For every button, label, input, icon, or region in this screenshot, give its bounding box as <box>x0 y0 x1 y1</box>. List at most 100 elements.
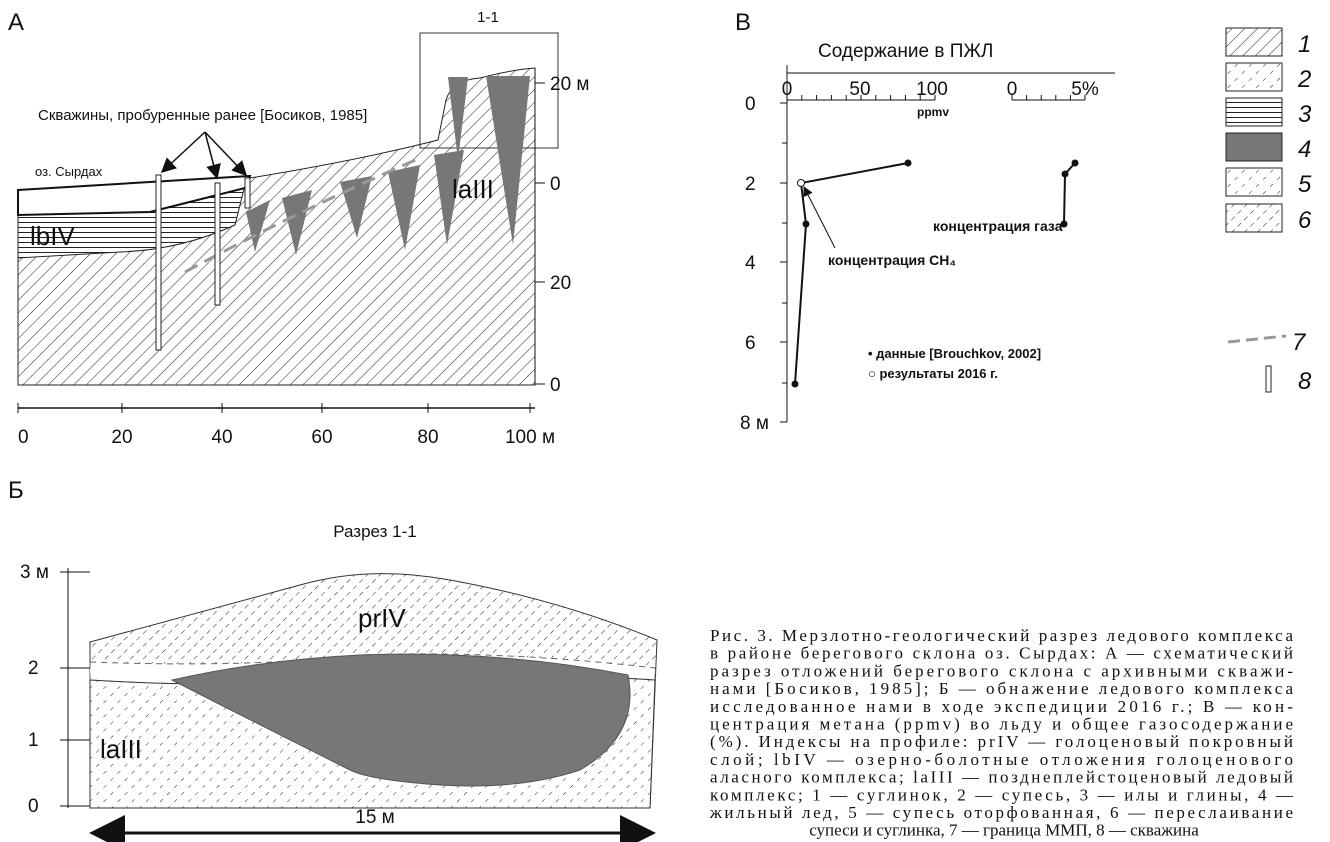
legend-number: 4 <box>1298 136 1311 163</box>
tick-label: 6 <box>745 333 756 354</box>
bottom-axis: 0 20 40 60 80 100 м <box>17 403 555 448</box>
caption-line: центрация метана (ppmv) во льду и общее … <box>710 715 1293 734</box>
borehole <box>214 182 221 306</box>
plot-title: Содержание в ПЖЛ <box>818 41 993 62</box>
caption-line: нами [Босиков, 1985]; Б — обнажение ледо… <box>710 679 1293 698</box>
caption-line: слой; lbIV — озерно-болотные отложения г… <box>710 750 1293 769</box>
caption-line: аласного комплекса; laIII — позднеплейст… <box>710 768 1293 787</box>
tick-label: 40 <box>211 427 232 448</box>
tick-label: 0 <box>18 427 29 448</box>
legend-swatch <box>1227 334 1287 344</box>
ice-wedges <box>246 76 530 255</box>
legend-swatch <box>1225 167 1283 197</box>
borehole <box>155 174 162 351</box>
point <box>791 380 799 388</box>
legend-entry: • данные [Brouchkov, 2002] <box>868 346 1041 361</box>
terrain-loam <box>17 67 536 386</box>
tick-label: 0 <box>745 94 756 115</box>
tick-label: 60 <box>311 427 332 448</box>
tick-label: 20 <box>550 273 571 294</box>
tick-label: 2 <box>745 174 756 195</box>
ice-wedge <box>448 77 468 160</box>
point <box>1071 159 1079 167</box>
legend-swatch <box>1265 365 1272 393</box>
ice-wedge <box>486 76 530 245</box>
arrow <box>204 131 221 180</box>
tick-label: 0 <box>28 796 39 817</box>
tick-label: 3 м <box>20 562 49 583</box>
tick-label: 0 <box>1007 79 1018 100</box>
x-axes: 0 50 100 0 5% <box>782 79 1099 100</box>
tick-label: 5% <box>1071 79 1099 100</box>
point <box>1061 170 1069 178</box>
tick-label: 20 <box>111 427 132 448</box>
y-axis: 0 2 4 6 8 м <box>740 94 787 434</box>
points <box>791 159 1079 388</box>
tick-label: 50 <box>849 79 870 100</box>
borehole <box>244 177 251 209</box>
caption-line: исследованное нами в ходе экспедиции 201… <box>710 697 1293 716</box>
panel-label: А <box>8 9 24 36</box>
y-axis: 3 м 2 1 0 <box>20 562 90 817</box>
tick-label: 2 <box>28 658 39 679</box>
note-arrows <box>160 131 248 180</box>
axis-unit: ppmv <box>917 105 949 119</box>
legend-number: 8 <box>1298 368 1312 395</box>
unit-label: laIII <box>100 734 142 764</box>
arrow <box>803 186 836 249</box>
section-title: Разрез 1-1 <box>333 522 416 541</box>
lake-label: оз. Сырдах <box>35 164 103 179</box>
arrow <box>204 131 248 177</box>
legend-number: 7 <box>1292 329 1307 356</box>
annotation: концентрация газа <box>933 218 1063 234</box>
caption-line: Рис. 3. Мерзлотно-геологический разрез л… <box>710 626 1293 645</box>
point <box>1060 220 1068 228</box>
right-axis: 20 м 0 20 0 <box>535 74 589 396</box>
legend-entry: ○ результаты 2016 г. <box>868 366 998 381</box>
annotation: концентрация CH₄ <box>828 252 956 268</box>
point <box>802 220 810 228</box>
unit-label: laIII <box>452 174 494 204</box>
legend: 1 2 3 4 5 6 7 8 <box>1225 27 1312 395</box>
legend-number: 1 <box>1298 31 1311 58</box>
panel-label: В <box>735 9 751 36</box>
scale-label: 15 м <box>355 807 394 828</box>
legend-number: 2 <box>1297 66 1311 93</box>
tick-label: 0 <box>782 79 793 100</box>
caption: Рис. 3. Мерзлотно-геологический разрез л… <box>709 626 1294 840</box>
ice-wedge <box>282 190 312 255</box>
tick-label: 100 <box>916 79 948 100</box>
caption-line: жильный лед, 5 — супесь оторфованная, 6 … <box>709 803 1293 822</box>
legend-swatch <box>1225 27 1283 57</box>
tick-label: 0 <box>550 174 561 195</box>
permafrost-boundary <box>184 156 421 274</box>
tick-label: 1 <box>28 730 39 751</box>
panel-label: Б <box>8 477 24 504</box>
tick-label: 100 м <box>505 427 555 448</box>
arrow <box>160 131 206 174</box>
legend-swatch <box>1225 132 1283 162</box>
unit-label: lbIV <box>30 221 75 251</box>
caption-line: комплекс; 1 — суглинок, 2 — супесь, 3 — … <box>710 785 1294 804</box>
tick-label: 0 <box>550 375 561 396</box>
point <box>797 179 805 187</box>
ice-wedge <box>388 165 420 250</box>
legend-swatch <box>1225 62 1283 92</box>
tick-label: 4 <box>745 253 756 274</box>
caption-line: супеси и суглинка, 7 — граница ММП, 8 — … <box>809 821 1199 840</box>
caption-line: (%). Индексы на профиле: prIV — голоцено… <box>710 732 1293 751</box>
legend-swatch <box>1225 203 1283 233</box>
boreholes-note: Скважины, пробуренные ранее [Босиков, 19… <box>38 107 367 124</box>
ch4-profile <box>794 162 909 385</box>
unit-label: prIV <box>358 603 406 633</box>
legend-swatch <box>1225 97 1283 127</box>
ice-wedge <box>246 200 270 252</box>
tick-label: 20 м <box>550 74 589 95</box>
point <box>904 159 912 167</box>
ice-wedge <box>434 150 464 245</box>
tick-label: 80 <box>417 427 438 448</box>
legend-number: 5 <box>1298 171 1312 198</box>
inset-label: 1-1 <box>477 9 499 26</box>
caption-line: разрез отложений берегового склона с арх… <box>710 661 1293 680</box>
